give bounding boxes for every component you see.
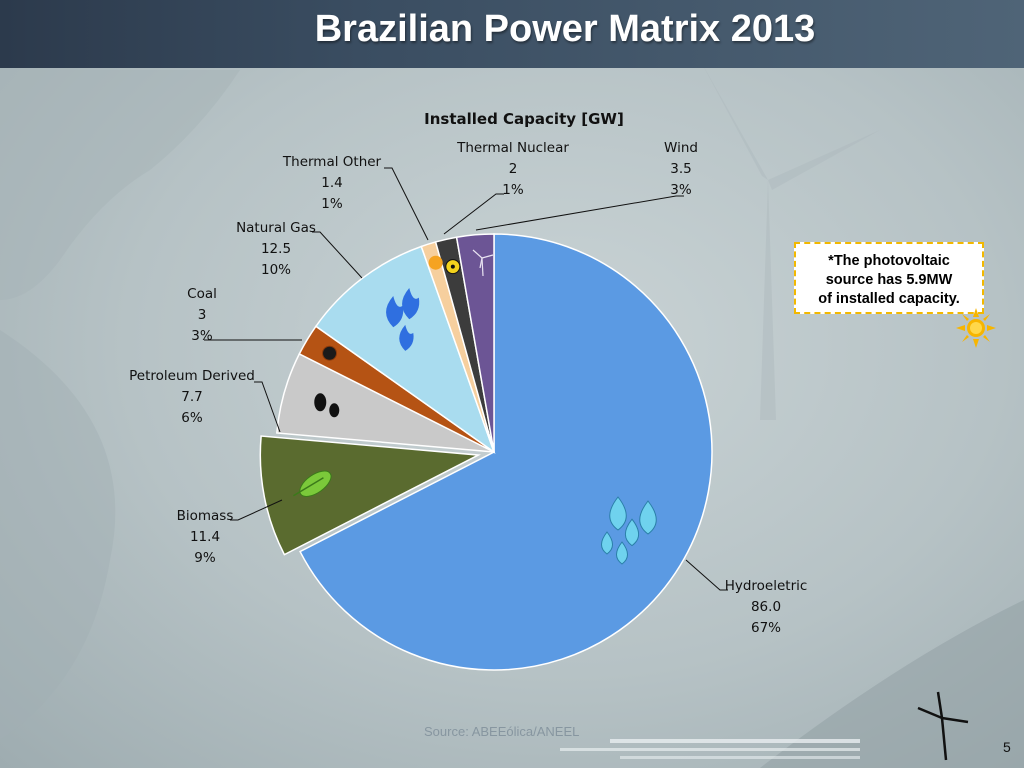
leaf-icon xyxy=(299,470,332,497)
slice-label-name: Biomass xyxy=(177,508,234,524)
leader-lines xyxy=(204,167,728,591)
oil-drop xyxy=(329,403,340,418)
flame-icon xyxy=(399,324,414,351)
radiation-center xyxy=(450,264,455,269)
slice-label-value: 2 xyxy=(509,161,518,177)
slice-label-percent: 67% xyxy=(751,620,781,636)
pie-slice-hydroeletric xyxy=(299,233,713,671)
leader-line xyxy=(443,193,504,235)
title-bar: Brazilian Power Matrix 2013 xyxy=(0,0,1024,68)
oil-drops-icon xyxy=(314,393,327,412)
bottom-stripe xyxy=(610,739,860,743)
leader-line xyxy=(312,231,363,279)
slice-label-value: 3.5 xyxy=(670,161,691,177)
pie-slice-wind xyxy=(455,233,495,453)
coal-icon xyxy=(322,345,338,361)
slice-label-value: 3 xyxy=(198,307,207,323)
world-map-silhouette xyxy=(0,70,240,300)
slice-labels: Hydroeletric 86.0 67% Biomass 11.4 9% Petroleu… xyxy=(129,140,807,636)
slice-label-name: Wind xyxy=(664,140,698,156)
note-line: of installed capacity. xyxy=(818,291,960,307)
thermal-icon xyxy=(428,255,443,270)
pie-slice-biomass xyxy=(259,435,481,556)
slice-label-percent: 3% xyxy=(191,328,213,344)
flame-icon xyxy=(386,296,404,328)
leader-line xyxy=(475,195,684,231)
water-drop xyxy=(609,496,627,531)
background-swoosh-bottom xyxy=(760,600,1024,768)
slice-label-percent: 1% xyxy=(321,196,343,212)
note-line: source has 5.9MW xyxy=(825,272,953,288)
note-line: *The photovoltaic xyxy=(828,253,950,269)
slice-label-value: 7.7 xyxy=(181,389,202,405)
leader-line xyxy=(254,381,281,433)
slide-title: Brazilian Power Matrix 2013 xyxy=(314,8,816,50)
slice-label-value: 12.5 xyxy=(261,241,291,257)
slice-label-name: Coal xyxy=(187,286,217,302)
flame-icon xyxy=(402,288,420,320)
wind-turbine-logo-icon xyxy=(917,691,969,761)
sun-icon xyxy=(956,308,996,348)
slice-label-percent: 1% xyxy=(502,182,524,198)
leader-line xyxy=(384,167,429,241)
leader-line xyxy=(230,499,283,521)
pie-slices xyxy=(259,233,713,671)
water-drop xyxy=(616,541,628,565)
bottom-stripe xyxy=(620,756,860,759)
chart-title: Installed Capacity [GW] xyxy=(424,110,624,128)
slice-label-name: Natural Gas xyxy=(236,220,316,236)
slice-label-value: 11.4 xyxy=(190,529,220,545)
page-number: 5 xyxy=(1003,739,1011,755)
slice-icons xyxy=(293,249,657,565)
turbine-blade xyxy=(472,249,483,259)
leader-line xyxy=(685,559,728,591)
source-caption: Source: ABEEólica/ANEEL xyxy=(424,724,580,739)
slice-label-value: 86.0 xyxy=(751,599,781,615)
water-drop xyxy=(624,518,640,547)
bottom-stripe xyxy=(560,748,860,751)
slice-label-percent: 3% xyxy=(670,182,692,198)
slice-label-name: Thermal Nuclear xyxy=(456,140,569,156)
slice-label-percent: 10% xyxy=(261,262,291,278)
slice-label-percent: 6% xyxy=(181,410,203,426)
water-drop xyxy=(639,500,657,535)
photovoltaic-note: *The photovoltaic source has 5.9MW of in… xyxy=(794,242,984,314)
slice-label-name: Petroleum Derived xyxy=(129,368,255,384)
wind-turbine-icon xyxy=(481,257,484,277)
slice-label-percent: 9% xyxy=(194,550,216,566)
leaf-stem xyxy=(293,477,324,497)
turbine-blade xyxy=(481,254,494,259)
background-swoosh xyxy=(0,330,116,740)
turbine-blade xyxy=(479,257,483,269)
slice-label-name: Thermal Other xyxy=(282,154,382,170)
slice-label-value: 1.4 xyxy=(321,175,342,191)
slice-label-name: Hydroeletric xyxy=(725,578,808,594)
water-drop xyxy=(601,531,613,555)
